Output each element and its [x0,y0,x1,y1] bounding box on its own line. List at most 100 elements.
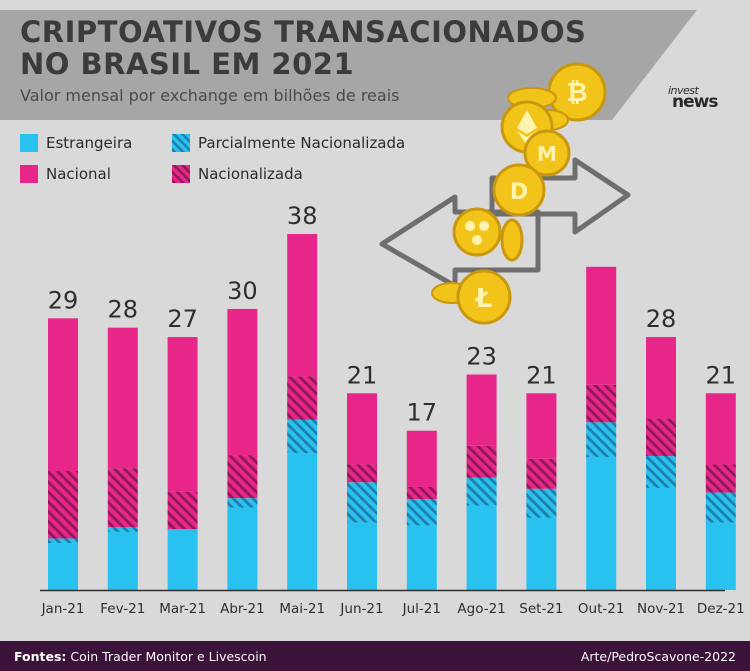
bar-segment-nacionalizada-mai-21 [287,376,318,420]
month-label-mar-21: Mar-21 [159,601,206,617]
bar-segment-nacional-abr-21 [227,308,258,456]
value-label-fev-21: 28 [108,296,139,324]
month-label-jan-21: Jan-21 [41,601,85,617]
bar-segment-nacionalizada-jun-21 [347,464,377,483]
value-labels-group: 29 28 27 30 38 21 17 23 21 28 21 [48,202,736,427]
dash-coin-icon: D [492,163,546,217]
logo-line-2: news [672,92,718,112]
bar-segment-nacionalizada-set-21 [526,458,557,489]
bar-segment-parcialmente-nacionalizada-abr-21 [227,498,258,508]
value-label-ago-21: 23 [466,343,497,371]
bar-segment-nacional-set-21 [526,393,557,459]
bar-segment-estrangeira-ago-21 [466,505,497,590]
month-labels-group: Jan-21 Fev-21 Mar-21 Abr-21 Mai-21 Jun-21 Jul-… [41,601,745,617]
bar-segment-estrangeira-out-21 [586,456,617,590]
svg-text:M: M [537,142,557,166]
bar-segment-nacionalizada-abr-21 [227,455,258,499]
bar-segment-nacionalizada-jul-21 [406,486,437,500]
bar-segment-parcialmente-nacionalizada-fev-21 [107,527,138,532]
chart-title: CRIPTOATIVOS TRANSACIONADOS NO BRASIL EM… [20,16,640,80]
legend-label-estrangeira: Estrangeira [46,134,133,152]
bar-segment-nacionalizada-jan-21 [48,471,78,539]
legend-label-parcial: Parcialmente Nacionalizada [198,134,406,152]
bar-segment-estrangeira-fev-21 [107,531,138,590]
bar-segment-estrangeira-nov-21 [646,487,676,590]
footer-source-label: Fontes: [14,649,67,664]
month-label-set-21: Set-21 [519,601,563,617]
small-coin-icon [500,218,524,262]
bar-segment-nacional-jan-21 [48,318,78,472]
footer-credit: Arte/PedroScavone-2022 [580,649,736,664]
value-label-jun-21: 21 [347,361,378,389]
month-label-dez-21: Dez-21 [697,601,745,617]
bar-segment-estrangeira-mar-21 [167,529,198,590]
bar-segment-nacional-jun-21 [347,393,377,465]
legend-item-parcial: Parcialmente Nacionalizada [172,134,405,152]
bar-segment-parcialmente-nacionalizada-dez-21 [705,492,736,523]
exchange-arrows-illustration [379,157,631,289]
crypto-coins-illustration: ₿ M D [431,62,607,325]
bar-segment-nacionalizada-dez-21 [705,464,736,493]
legend-swatch-estrangeira [20,134,38,152]
bar-segment-nacional-jul-21 [406,430,437,487]
bar-segment-nacionalizada-ago-21 [466,445,497,478]
value-label-jul-21: 17 [407,399,438,427]
ripple-coin-icon [452,207,502,257]
legend-swatch-parcial [172,134,190,152]
footer-bar: Fontes: Coin Trader Monitor e Livescoin … [0,641,750,671]
value-label-mai-21: 38 [287,202,318,230]
monero-coin-icon: M [523,129,571,177]
bar-segment-parcialmente-nacionalizada-jan-21 [48,538,78,544]
footer-source-text: Coin Trader Monitor e Livescoin [70,649,267,664]
legend-label-nacionalizada: Nacionalizada [198,165,303,183]
legend-item-estrangeira: Estrangeira [20,134,132,152]
chart-subtitle: Valor mensal por exchange em bilhões de … [20,86,400,105]
legend-item-nacional: Nacional [20,165,111,183]
svg-text:₿: ₿ [566,78,587,108]
value-label-mar-21: 27 [167,305,198,333]
footer-source: Fontes: Coin Trader Monitor e Livescoin [14,649,267,664]
bitcoin-coin-icon: ₿ [547,62,607,122]
month-label-fev-21: Fev-21 [100,601,145,617]
bar-segment-nacionalizada-fev-21 [107,468,138,528]
bar-segment-estrangeira-jul-21 [406,525,437,590]
bar-segment-estrangeira-jan-21 [48,543,78,590]
bar-segment-parcialmente-nacionalizada-out-21 [586,422,617,457]
bars-group [40,234,736,592]
value-label-dez-21: 21 [706,361,737,389]
value-label-jan-21: 29 [48,286,79,314]
bar-segment-estrangeira-set-21 [526,517,557,590]
legend-swatch-nacional [20,165,38,183]
bar-segment-parcialmente-nacionalizada-set-21 [526,488,557,518]
month-label-abr-21: Abr-21 [220,601,265,617]
bar-segment-nacional-ago-21 [466,374,497,446]
legend-item-nacionalizada: Nacionalizada [172,165,303,183]
bar-segment-estrangeira-abr-21 [227,507,258,590]
bar-segment-estrangeira-jun-21 [347,522,377,590]
svg-text:D: D [510,180,528,205]
title-line-2: NO BRASIL EM 2021 [20,47,355,81]
bar-segment-nacional-mar-21 [167,337,198,492]
bar-segment-parcialmente-nacionalizada-jun-21 [347,482,377,523]
value-label-set-21: 21 [526,361,557,389]
bar-segment-nacionalizada-nov-21 [646,418,676,457]
bar-segment-estrangeira-mai-21 [287,453,318,590]
bar-segment-nacional-mai-21 [287,234,318,377]
bar-segment-nacional-nov-21 [646,337,676,419]
bar-segment-estrangeira-dez-21 [705,522,736,590]
value-label-nov-21: 28 [646,305,677,333]
month-label-nov-21: Nov-21 [637,601,685,617]
bar-segment-nacionalizada-mar-21 [167,491,198,530]
legend-label-nacional: Nacional [46,165,111,183]
logo-line-1: invest [668,84,699,97]
month-label-mai-21: Mai-21 [279,601,325,617]
value-label-abr-21: 30 [227,277,258,305]
bar-segment-nacional-out-21 [586,266,617,385]
bar-segment-nacional-fev-21 [107,327,138,469]
bar-segment-nacional-dez-21 [705,393,736,465]
bar-segment-nacionalizada-out-21 [586,384,617,423]
month-label-jul-21: Jul-21 [402,601,441,617]
month-label-jun-21: Jun-21 [339,601,383,617]
month-label-out-21: Out-21 [578,601,625,617]
